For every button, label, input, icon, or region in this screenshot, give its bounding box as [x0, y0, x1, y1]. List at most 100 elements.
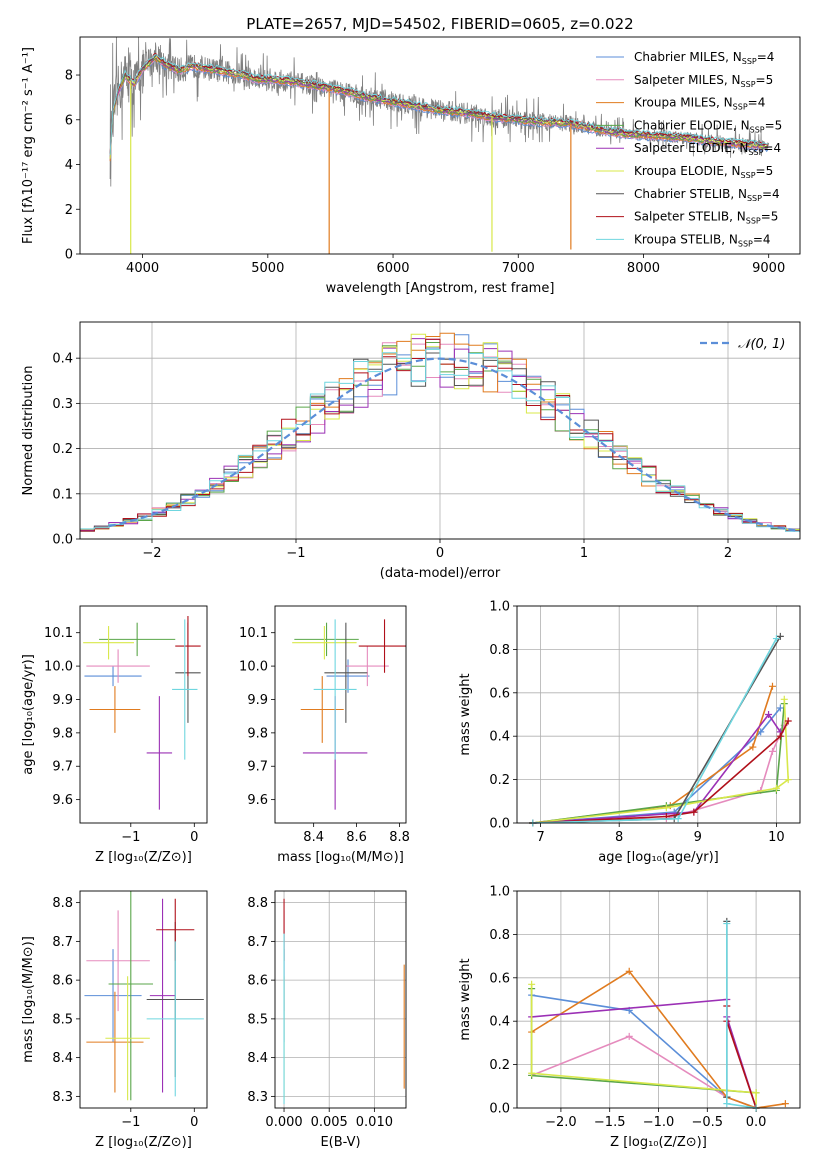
x-axis-label: wavelength [Angstrom, rest frame] — [326, 281, 555, 296]
legend-label-chabrier-miles: Chabrier MILES, NSSP=4 — [634, 50, 774, 66]
legend-label-salpeter-stelib: Salpeter STELIB, NSSP=5 — [634, 210, 778, 226]
y-tick-label: 9.7 — [247, 760, 268, 775]
y-tick-label: 0.0 — [489, 1102, 510, 1117]
y-tick-label: 8.6 — [247, 974, 268, 989]
y-tick-label: 0.2 — [489, 773, 510, 788]
axes-frame — [79, 321, 801, 540]
point-salpeter-elodie — [765, 711, 773, 718]
point-salpeter-stelib — [776, 732, 784, 740]
y-tick-label: 9.8 — [52, 726, 73, 741]
age-vs-mass-plot-area — [292, 619, 406, 810]
point-kroupa-miles — [625, 967, 633, 975]
y-tick-label: 8.8 — [52, 896, 73, 911]
legend-label-kroupa-miles: Kroupa MILES, NSSP=4 — [634, 96, 765, 112]
y-tick-label: 2 — [65, 203, 73, 218]
x-axis-label: (data-model)/error — [380, 566, 501, 581]
x-tick-label: 10 — [768, 830, 785, 845]
y-tick-label: 8.3 — [247, 1090, 268, 1105]
x-tick-label: 9 — [694, 830, 702, 845]
y-tick-label: 4 — [65, 158, 73, 173]
x-axis-label: mass [log₁₀(M/M⊙)] — [277, 850, 404, 865]
y-tick-label: 0.6 — [489, 686, 510, 701]
y-tick-label: 10.0 — [239, 660, 268, 675]
y-tick-label: 8.5 — [247, 1012, 268, 1027]
axes-frame — [516, 605, 801, 824]
x-tick-label: 0 — [436, 546, 444, 561]
panels: 4000 5000 6000 7000 8000 900002468wavelength … — [21, 36, 801, 1150]
x-tick-label: 8 — [615, 830, 623, 845]
y-tick-label: 8.8 — [247, 896, 268, 911]
mass-vs-Z-panel: −1 0 8.3 8.4 8.5 8.6 8.7 8.8 Z [log₁₀(Z/Z⊙)] mass… — [21, 890, 208, 1150]
x-tick-label: 8000 — [627, 261, 660, 276]
y-tick-label: 8 — [65, 69, 73, 84]
y-tick-label: 10.1 — [239, 626, 268, 641]
y-tick-label: 0.4 — [489, 730, 510, 745]
point-kroupa-elodie — [780, 695, 788, 703]
age-vs-Z-panel: −1 0 9.6 9.7 9.8 9.9 10.0 10.1 Z [log₁₀(Z/Z⊙)] ag… — [21, 605, 208, 865]
x-tick-label: −1.0 — [643, 1115, 675, 1130]
x-tick-label: −1 — [121, 830, 140, 845]
x-tick-label: −1 — [286, 546, 305, 561]
legend-label-kroupa-stelib: Kroupa STELIB, NSSP=4 — [634, 232, 771, 248]
x-tick-label: 0.0 — [746, 1115, 767, 1130]
model-line-chabrier-miles — [109, 58, 769, 161]
normal-curve — [108, 357, 800, 533]
x-tick-label: 6000 — [376, 261, 409, 276]
x-tick-label: −0.5 — [692, 1115, 724, 1130]
legend-label-salpeter-elodie: Salpeter ELODIE, NSSP=4 — [634, 141, 781, 157]
y-axis-label: mass weight — [458, 958, 473, 1040]
point-chabrier-stelib — [776, 632, 784, 640]
spectrum-panel: 4000 5000 6000 7000 8000 9000 0 2 4 6 8 wavelength … — [21, 36, 801, 296]
x-tick-label: 7 — [536, 830, 544, 845]
point-salpeter-miles — [768, 747, 776, 755]
line-kroupa-elodie — [530, 984, 757, 1108]
y-tick-label: 9.6 — [247, 793, 268, 808]
x-tick-label: 5000 — [251, 261, 284, 276]
x-tick-label: 8.8 — [389, 830, 410, 845]
figure-title: PLATE=2657, MJD=54502, FIBERID=0605, z=0… — [246, 15, 633, 33]
point-kroupa-elodie — [528, 1069, 536, 1077]
axes-frame — [516, 890, 801, 1109]
x-axis-label: Z [log₁₀(Z/Z⊙)] — [95, 1135, 192, 1150]
y-tick-label: 0.0 — [52, 533, 73, 548]
x-tick-label: 0 — [190, 1115, 198, 1130]
mass-vs-EBV-panel: 0.000 0.005 0.010 8.3 8.4 8.5 8.6 8.7 8.8 E(B-V) — [247, 890, 407, 1150]
axes-frame — [274, 890, 407, 1109]
mass-vs-EBV-plot-area — [283, 898, 405, 1105]
y-axis-label: mass weight — [458, 673, 473, 755]
legend-label-kroupa-elodie: Kroupa ELODIE, NSSP=5 — [634, 164, 773, 180]
axes-frame — [274, 605, 407, 824]
x-axis-label: Z [log₁₀(Z/Z⊙)] — [95, 850, 192, 865]
y-axis-label: age [log₁₀(age/yr)] — [21, 654, 36, 775]
x-tick-label: 7000 — [502, 261, 535, 276]
y-tick-label: 9.9 — [247, 693, 268, 708]
y-tick-label: 8.4 — [247, 1051, 268, 1066]
y-axis-label: Normed distribution — [21, 366, 36, 496]
y-tick-label: 0.0 — [489, 817, 510, 832]
x-tick-label: 0.005 — [311, 1115, 348, 1130]
y-tick-label: 0.4 — [489, 1015, 510, 1030]
point-kroupa-stelib — [772, 635, 780, 643]
x-tick-label: 4000 — [126, 261, 159, 276]
y-tick-label: 8.7 — [52, 935, 73, 950]
x-tick-label: 1 — [580, 546, 588, 561]
mass-weight-vs-age-panel: 7 8 9 10 0.0 0.2 0.4 0.6 0.8 1.0 age [log₁₀(age/yr… — [458, 600, 801, 865]
spectrum-plot-area — [109, 37, 769, 254]
x-tick-label: 0 — [190, 830, 198, 845]
model-line-kroupa-stelib — [109, 54, 769, 155]
x-tick-label: 2 — [724, 546, 732, 561]
point-salpeter-stelib — [784, 717, 792, 725]
residuals-panel: −2 −1 0 1 2 0.0 0.1 0.2 0.3 0.4 (data-model)/error… — [21, 321, 801, 581]
x-tick-label: −2 — [142, 546, 161, 561]
y-tick-label: 6 — [65, 113, 73, 128]
point-salpeter-miles — [625, 1032, 633, 1040]
y-tick-label: 10.0 — [44, 660, 73, 675]
x-axis-label: E(B-V) — [320, 1135, 360, 1150]
y-tick-label: 0.6 — [489, 971, 510, 986]
point-kroupa-miles — [781, 1100, 789, 1108]
y-tick-label: 0.1 — [52, 487, 73, 502]
point-kroupa-stelib — [723, 1100, 731, 1108]
line-salpeter-elodie — [532, 713, 781, 824]
y-tick-label: 8.5 — [52, 1012, 73, 1027]
